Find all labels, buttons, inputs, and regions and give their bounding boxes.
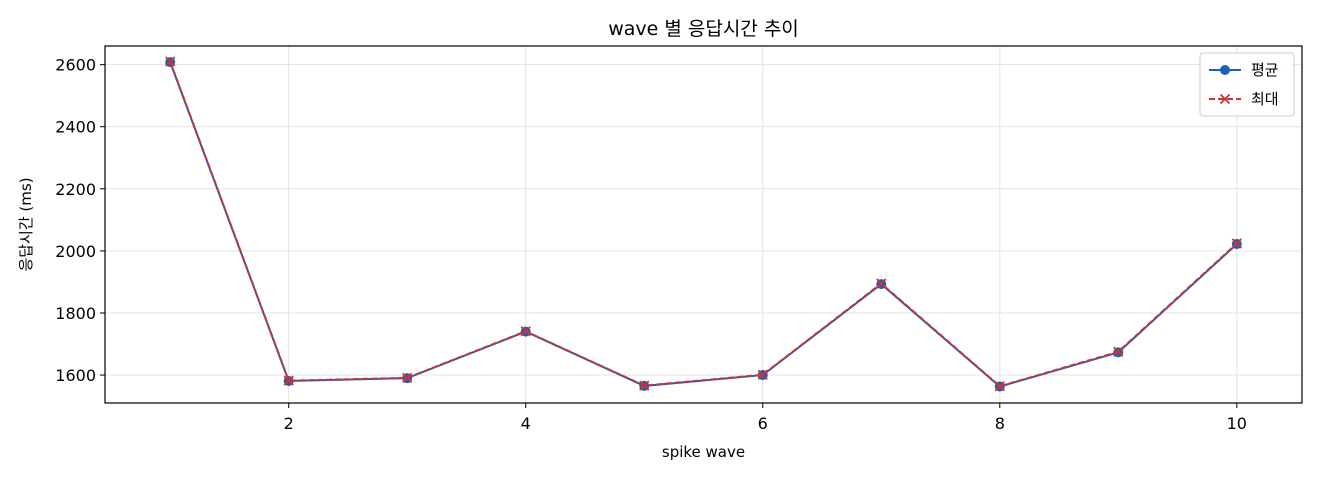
y-axis-label: 응답시간 (ms) — [17, 177, 35, 271]
x-axis-label: spike wave — [662, 443, 745, 461]
series-line — [169, 61, 1238, 388]
legend-box — [1199, 52, 1295, 117]
y-tick-label: 2200 — [55, 180, 96, 199]
x-tick-label: 8 — [995, 414, 1005, 433]
data-point — [876, 278, 887, 289]
axis-ticks: 2 4 6 8 10 1600 1800 2000 2200 2400 2600 — [55, 56, 1247, 433]
legend-entry: 최대 — [1209, 90, 1279, 108]
data-point — [283, 375, 294, 386]
x-tick-label: 10 — [1227, 414, 1247, 433]
data-point — [1113, 346, 1124, 357]
data-point — [165, 56, 176, 67]
legend-label: 최대 — [1251, 90, 1279, 108]
data-point — [994, 381, 1005, 392]
series-line — [169, 61, 1238, 388]
y-tick-label: 1600 — [55, 366, 96, 385]
chart-title: wave 별 응답시간 추이 — [608, 18, 799, 40]
legend-marker — [1219, 93, 1231, 105]
data-point — [1231, 238, 1242, 249]
y-tick-label: 1800 — [55, 304, 96, 323]
legend-marker — [1220, 65, 1230, 75]
data-point — [520, 326, 531, 337]
y-tick-label: 2400 — [55, 118, 96, 137]
data-point — [757, 369, 768, 380]
series-layer — [165, 56, 1242, 392]
plot-area-frame — [104, 45, 1303, 404]
x-tick-label: 4 — [521, 414, 531, 433]
y-tick-label: 2000 — [55, 242, 96, 261]
data-point — [402, 372, 413, 383]
x-tick-label: 6 — [758, 414, 768, 433]
x-tick-label: 2 — [284, 414, 294, 433]
legend-entry: 평균 — [1209, 61, 1279, 79]
data-point — [639, 380, 650, 391]
legend-label: 평균 — [1251, 61, 1279, 79]
series-maximum — [165, 56, 1242, 392]
series-average — [165, 57, 1242, 392]
y-tick-label: 2600 — [55, 56, 96, 75]
grid — [105, 46, 1302, 403]
